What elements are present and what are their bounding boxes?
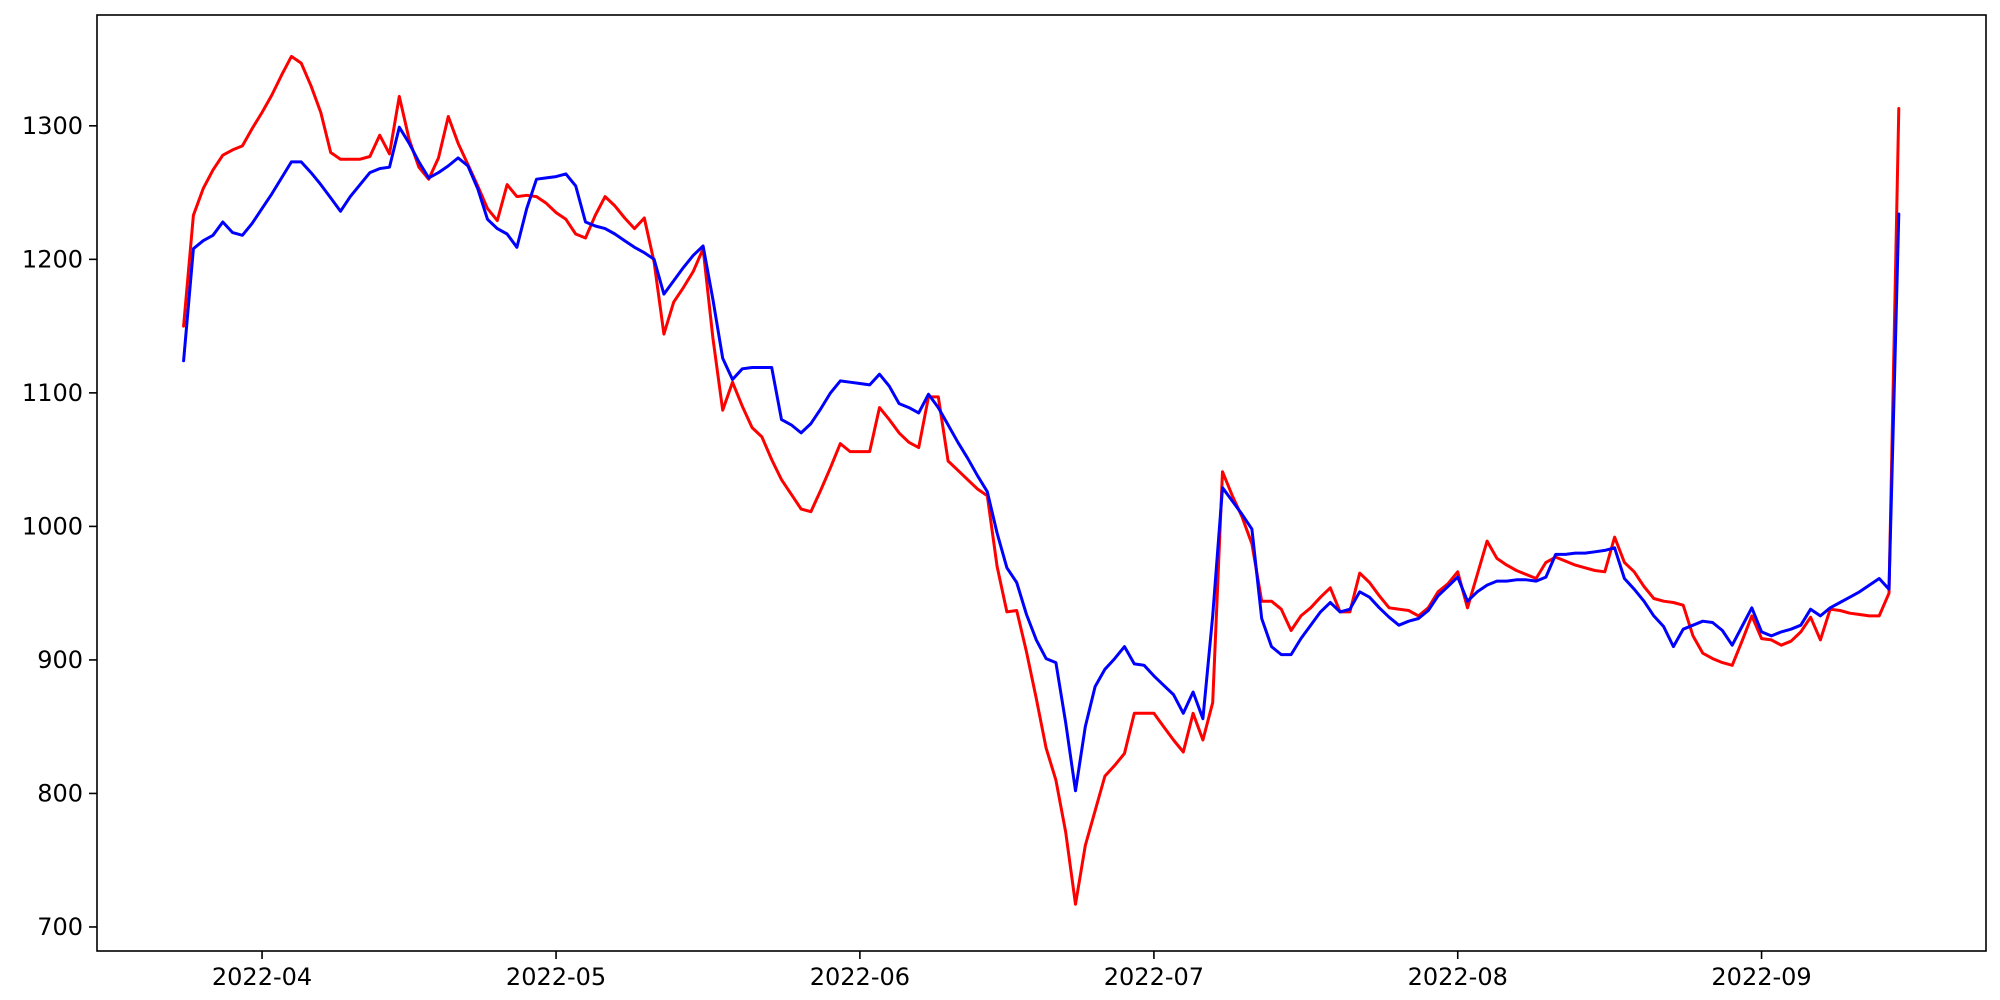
y-tick-label: 1000 xyxy=(22,512,83,540)
x-tick-label: 2022-05 xyxy=(506,963,606,991)
y-tick-label: 1200 xyxy=(22,245,83,273)
axes-spines xyxy=(96,14,1987,952)
y-tick-label: 1300 xyxy=(22,112,83,140)
y-tick-label: 700 xyxy=(37,913,83,941)
x-tick-label: 2022-07 xyxy=(1104,963,1204,991)
x-tick-label: 2022-09 xyxy=(1711,963,1811,991)
x-tick-label: 2022-06 xyxy=(810,963,910,991)
y-tick-label: 900 xyxy=(37,646,83,674)
y-tick-label: 1100 xyxy=(22,379,83,407)
x-tick-label: 2022-04 xyxy=(212,963,312,991)
x-axis: 2022-04 2022-05 2022-06 2022-07 2022-08 2022-… xyxy=(212,951,1812,991)
plot-border xyxy=(96,14,1987,952)
y-axis: 700 800 900 1000 1100 1200 1300 xyxy=(22,112,97,941)
plot-background xyxy=(97,15,1986,951)
blue-series-line xyxy=(182,125,1901,793)
x-tick-label: 2022-08 xyxy=(1408,963,1508,991)
y-tick-label: 800 xyxy=(37,779,83,807)
series-lines xyxy=(182,54,1901,906)
plot-area xyxy=(97,15,1986,951)
